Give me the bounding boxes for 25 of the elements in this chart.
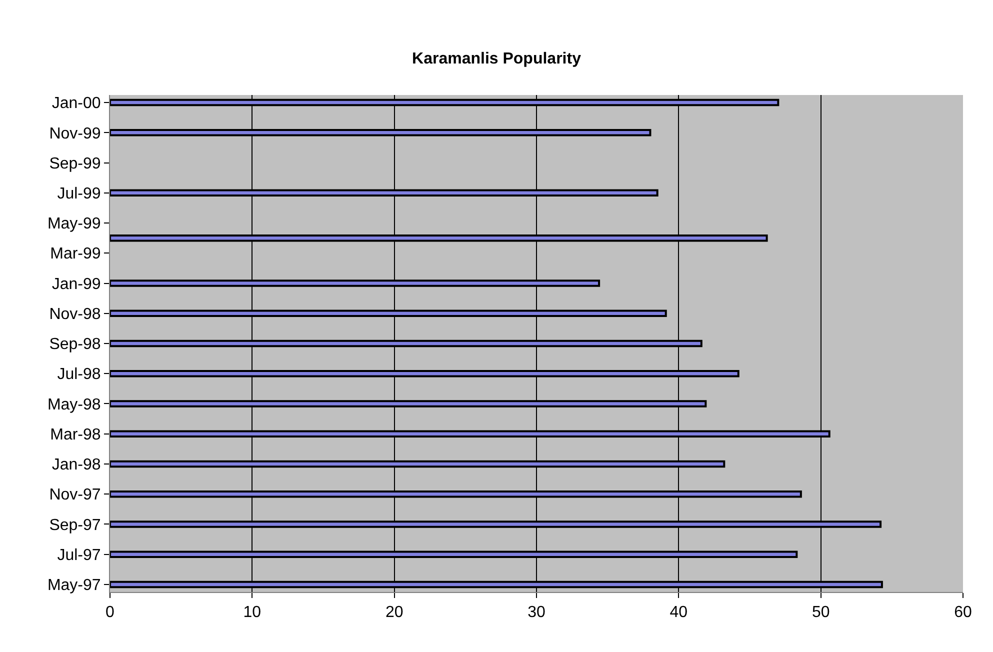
x-tick-label: 20	[385, 604, 404, 622]
y-tick-label: Nov-99	[49, 125, 101, 142]
chart-title: Karamanlis Popularity	[412, 50, 582, 68]
x-tick-label: 0	[106, 604, 115, 622]
y-tick-label: Jan-99	[52, 276, 101, 293]
y-tick-label: Jul-99	[57, 185, 101, 202]
y-tick-label: Sep-98	[49, 336, 101, 354]
y-tick-label: Nov-98	[49, 306, 101, 323]
y-tick-label: May-99	[47, 216, 101, 233]
y-tick-label: Mar-98	[50, 426, 101, 444]
x-tick-label: 60	[954, 604, 972, 622]
y-tick-label: Jul-97	[57, 546, 101, 564]
y-tick-label: Sep-97	[49, 516, 101, 534]
x-tick-label: 50	[812, 604, 830, 622]
x-tick-label: 10	[243, 604, 262, 622]
x-tick-label: 30	[528, 604, 546, 622]
y-tick-label: Sep-99	[49, 155, 101, 172]
y-tick-label: May-97	[47, 577, 101, 594]
x-tick-label: 40	[670, 604, 688, 622]
y-tick-label: Jan-00	[52, 95, 101, 112]
y-tick-label: Jul-98	[57, 366, 101, 384]
y-tick-label: Mar-99	[50, 246, 101, 263]
y-tick-label: Nov-97	[49, 486, 101, 504]
y-tick-label: May-98	[47, 396, 101, 414]
y-tick-label: Jan-98	[52, 456, 101, 474]
